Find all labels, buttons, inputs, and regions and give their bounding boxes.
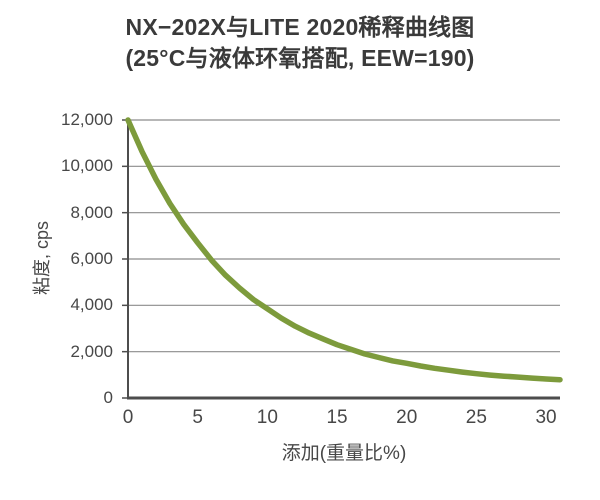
- y-tick-label: 2,000: [70, 341, 113, 361]
- x-tick-label: 0: [122, 407, 134, 428]
- x-tick-label: 25: [465, 407, 487, 428]
- chart-title: NX−202X与LITE 2020稀释曲线图 (25°C与液体环氧搭配, EEW…: [0, 12, 600, 74]
- y-tick-label: 4,000: [70, 295, 113, 315]
- x-tick-label: 20: [396, 407, 418, 428]
- y-tick-label: 0: [103, 388, 113, 407]
- y-tick-label: 6,000: [70, 249, 113, 268]
- chart-title-line2: (25°C与液体环氧搭配, EEW=190): [125, 45, 475, 71]
- y-tick-label: 10,000: [61, 156, 113, 176]
- x-axis-title: 添加(重量比%): [281, 443, 407, 464]
- chart-title-line1: NX−202X与LITE 2020稀释曲线图: [125, 14, 475, 40]
- dilution-curve: [125, 117, 563, 383]
- x-tick-label: 5: [192, 407, 203, 428]
- x-tick-label: 15: [326, 407, 348, 428]
- y-tick-label: 12,000: [61, 110, 113, 129]
- y-axis-title: 粘度, cps: [32, 220, 52, 296]
- x-tick-label: 10: [256, 407, 278, 428]
- x-tick-label: 30: [535, 407, 557, 428]
- y-tick-label: 8,000: [70, 202, 113, 222]
